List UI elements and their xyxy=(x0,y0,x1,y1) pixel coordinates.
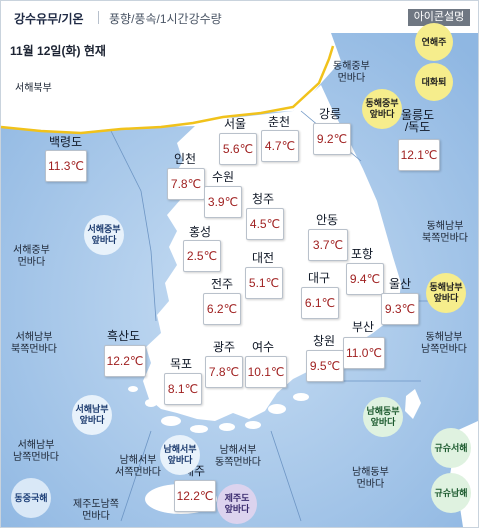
city-name-daejeon: 대전 xyxy=(252,251,275,265)
temp-box-ulleungdo[interactable]: 12.1℃ xyxy=(398,139,440,171)
city-name-cheongju: 청주 xyxy=(252,192,275,206)
sea-label-donghae-nambu-bukjjok-meon: 동해남부 북쪽먼바다 xyxy=(422,221,468,244)
temp-box-mokpo[interactable]: 8.1℃ xyxy=(164,373,202,405)
temp-box-seoul[interactable]: 5.6℃ xyxy=(219,133,257,165)
sea-label-seohae-bukbu: 서해북부 xyxy=(15,83,52,94)
circle-namhae-dongbu-ap[interactable]: 남해동부 앞바다 xyxy=(363,397,403,437)
temp-box-incheon[interactable]: 7.8℃ xyxy=(167,168,205,200)
temp-box-gwangju[interactable]: 7.8℃ xyxy=(205,356,243,388)
sea-label-seohae-nambu-bukjjok-meon: 서해남부 북쪽먼바다 xyxy=(11,332,57,355)
south-korea-land xyxy=(143,85,401,421)
circle-jejudo-ap[interactable]: 제주도 앞바다 xyxy=(217,484,257,524)
circle-namhae-seobu-ap[interactable]: 남해서부 앞바다 xyxy=(160,435,200,475)
city-name-andong: 안동 xyxy=(316,213,339,227)
city-name-busan: 부산 xyxy=(352,320,375,334)
city-name-incheon: 인천 xyxy=(174,152,197,166)
tsushima-land xyxy=(405,389,421,419)
temp-box-pohang[interactable]: 9.4℃ xyxy=(346,263,384,295)
circle-donghae-nambu-ap-text: 동해남부 앞바다 xyxy=(429,282,463,303)
sea-label-seohae-jungbu-meon: 서해중부 먼바다 xyxy=(13,245,50,268)
sea-label-namhae-seobu-dongjjok-meon: 남해서부 동쪽먼바다 xyxy=(215,445,261,468)
circle-namhae-seobu-ap-text: 남해서부 앞바다 xyxy=(163,444,197,465)
city-name-gangneung: 강릉 xyxy=(319,107,342,121)
temp-box-yeosu[interactable]: 10.1℃ xyxy=(245,356,287,388)
map-canvas: 11월 12일(화) 현재 서해북부 동해중부 먼바다 서해중부 먼바다 동해남… xyxy=(1,23,478,527)
city-name-mokpo: 목포 xyxy=(170,357,193,371)
tab-wind-rain[interactable]: 풍향/풍속/1시간강수량 xyxy=(109,12,222,26)
sea-label-jejudo-namjjok-meon: 제주도남쪽 먼바다 xyxy=(73,499,119,522)
temp-box-ulsan[interactable]: 9.3℃ xyxy=(381,293,419,325)
city-name-chuncheon: 춘천 xyxy=(268,115,291,129)
circle-seohae-jungbu-ap[interactable]: 서해중부 앞바다 xyxy=(84,215,124,255)
north-land xyxy=(1,33,341,133)
temp-box-heuksando[interactable]: 12.2℃ xyxy=(104,345,146,377)
sea-label-namhae-seobu-seojjok-meon: 남해서부 서쪽먼바다 xyxy=(115,455,161,478)
temp-box-cheongju[interactable]: 4.5℃ xyxy=(246,208,284,240)
city-name-changwon: 창원 xyxy=(313,334,336,348)
temp-box-daegu[interactable]: 6.1℃ xyxy=(301,287,339,319)
north-boundary-line xyxy=(1,45,335,135)
circle-seohae-nambu-ap-text: 서해남부 앞바다 xyxy=(75,404,109,425)
temp-box-jeju[interactable]: 12.2℃ xyxy=(174,480,216,512)
city-name-ulleungdo: 울릉도 /독도 xyxy=(401,109,434,133)
city-name-suwon: 수원 xyxy=(212,170,235,184)
tab-bar: 강수유무/기온 풍향/풍속/1시간강수량 아이콘설명 xyxy=(1,1,478,33)
temp-box-baengnyeongdo[interactable]: 11.3℃ xyxy=(45,150,87,182)
tab-precip-temp[interactable]: 강수유무/기온 xyxy=(14,12,84,26)
temp-box-gangneung[interactable]: 9.2℃ xyxy=(313,123,351,155)
circle-donghae-jungbu-ap[interactable]: 동해중부 앞바다 xyxy=(362,89,402,129)
city-name-baengnyeongdo: 백령도 xyxy=(49,135,83,149)
temp-box-chuncheon[interactable]: 4.7℃ xyxy=(261,130,299,162)
temp-box-jeonju[interactable]: 6.2℃ xyxy=(203,293,241,325)
circle-seohae-jungbu-ap-text: 서해중부 앞바다 xyxy=(87,224,121,245)
city-name-gwangju: 광주 xyxy=(213,340,236,354)
circle-gyusyu-namhae[interactable]: 규슈남해 xyxy=(431,473,471,513)
temp-box-changwon[interactable]: 9.5℃ xyxy=(306,350,344,382)
circle-daehwatoe[interactable]: 대화퇴 xyxy=(415,63,453,101)
circle-donghae-jungbu-ap-text: 동해중부 앞바다 xyxy=(365,98,399,119)
city-name-hongseong: 홍성 xyxy=(189,225,212,239)
temp-box-suwon[interactable]: 3.9℃ xyxy=(204,186,242,218)
sea-label-donghae-jungbu-meon: 동해중부 먼바다 xyxy=(333,61,370,84)
city-name-daegu: 대구 xyxy=(308,271,331,285)
circle-donghae-nambu-ap[interactable]: 동해남부 앞바다 xyxy=(426,273,466,313)
temp-box-hongseong[interactable]: 2.5℃ xyxy=(183,240,221,272)
circle-dongjungukhae[interactable]: 동중국해 xyxy=(11,478,51,518)
tab-divider xyxy=(98,11,99,24)
sea-label-donghae-nambu-namjjok-meon: 동해남부 남쪽먼바다 xyxy=(421,332,467,355)
temp-box-andong[interactable]: 3.7℃ xyxy=(308,229,348,261)
city-name-yeosu: 여수 xyxy=(252,340,275,354)
circle-gyusyu-seohae[interactable]: 규슈서해 xyxy=(431,428,471,468)
city-name-pohang: 포항 xyxy=(351,247,374,261)
circle-jejudo-ap-text: 제주도 앞바다 xyxy=(224,493,250,514)
city-name-ulleungdo-text: 울릉도 /독도 xyxy=(401,108,435,134)
city-name-jeonju: 전주 xyxy=(211,277,234,291)
city-name-ulsan: 울산 xyxy=(389,277,412,291)
city-name-seoul: 서울 xyxy=(224,117,247,131)
city-name-heuksando: 흑산도 xyxy=(107,329,141,343)
sea-label-seohae-nambu-namjjok-meon: 서해남부 남쪽먼바다 xyxy=(13,440,59,463)
temp-box-busan[interactable]: 11.0℃ xyxy=(343,337,385,369)
icon-legend-button[interactable]: 아이콘설명 xyxy=(408,9,470,26)
circle-yeonhaeju[interactable]: 연해주 xyxy=(415,23,453,61)
sea-label-namhae-dongbu-meon: 남해동부 먼바다 xyxy=(352,467,389,490)
circle-seohae-nambu-ap[interactable]: 서해남부 앞바다 xyxy=(72,395,112,435)
date-label: 11월 12일(화) 현재 xyxy=(10,44,106,58)
circle-namhae-dongbu-ap-text: 남해동부 앞바다 xyxy=(366,406,400,427)
temp-box-daejeon[interactable]: 5.1℃ xyxy=(245,267,283,299)
